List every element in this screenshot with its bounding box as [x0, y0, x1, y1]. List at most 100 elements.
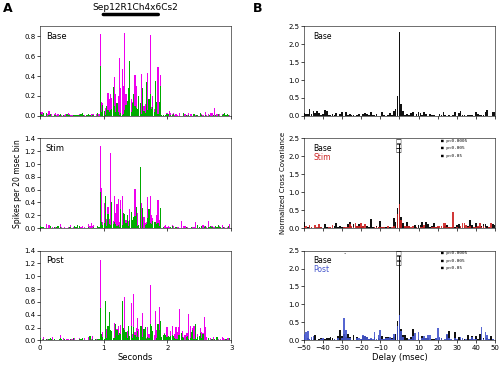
Bar — [360, 339, 362, 340]
Bar — [427, 335, 429, 340]
Bar — [170, 331, 172, 340]
Bar — [404, 115, 406, 116]
Bar — [426, 222, 427, 228]
Bar — [372, 115, 374, 116]
Bar — [68, 227, 69, 228]
Bar — [406, 114, 408, 116]
Bar — [303, 113, 304, 116]
Bar — [219, 226, 220, 228]
Bar — [424, 224, 425, 228]
Bar — [307, 338, 308, 340]
Bar — [106, 226, 108, 228]
Bar — [368, 339, 370, 340]
Bar — [158, 307, 160, 340]
Bar — [349, 338, 350, 340]
Bar — [452, 212, 454, 228]
Bar — [215, 226, 216, 228]
Bar — [210, 227, 211, 228]
Bar — [176, 339, 178, 340]
Bar — [147, 197, 148, 228]
Bar — [101, 337, 102, 340]
Bar — [194, 331, 196, 340]
Bar — [219, 114, 220, 116]
Bar — [484, 224, 486, 228]
Bar — [416, 227, 418, 228]
Bar — [219, 227, 220, 228]
Bar — [420, 227, 422, 228]
Text: ■ p<0.0005: ■ p<0.0005 — [442, 251, 468, 255]
Bar — [150, 223, 151, 228]
Bar — [222, 115, 223, 116]
Bar — [435, 227, 436, 228]
Bar — [112, 87, 114, 116]
Bar — [479, 223, 480, 228]
Text: Post: Post — [314, 265, 330, 274]
Bar — [133, 294, 134, 340]
Bar — [308, 339, 310, 340]
Bar — [129, 61, 130, 116]
Bar — [303, 223, 304, 228]
Bar — [52, 337, 54, 340]
Bar — [46, 339, 47, 340]
Bar — [433, 227, 434, 228]
Bar — [414, 333, 416, 340]
Bar — [119, 333, 120, 340]
Bar — [345, 330, 346, 340]
Bar — [402, 337, 404, 340]
Bar — [201, 227, 202, 228]
Bar — [362, 336, 364, 340]
Bar — [471, 226, 473, 228]
Bar — [444, 226, 446, 228]
Bar — [42, 112, 43, 116]
Bar — [486, 335, 488, 340]
Bar — [124, 214, 126, 228]
Bar — [156, 224, 158, 228]
Bar — [482, 114, 484, 116]
Bar — [389, 113, 390, 116]
Bar — [332, 225, 334, 228]
Bar — [82, 226, 83, 228]
Bar — [330, 115, 332, 116]
Bar — [354, 223, 356, 228]
Bar — [76, 225, 78, 228]
Bar — [326, 227, 328, 228]
Bar — [393, 226, 394, 228]
Text: ■ p<0.005: ■ p<0.005 — [442, 147, 465, 150]
Bar — [382, 112, 383, 116]
Bar — [456, 227, 458, 228]
Bar — [230, 115, 232, 116]
Bar — [194, 115, 196, 116]
Bar — [202, 224, 203, 228]
Bar — [144, 113, 146, 116]
Bar — [360, 339, 362, 340]
Bar — [384, 339, 385, 340]
Bar — [150, 324, 151, 340]
Bar — [79, 227, 80, 228]
Bar — [223, 115, 224, 116]
Bar — [356, 338, 358, 340]
Bar — [100, 308, 101, 340]
Bar — [194, 223, 196, 228]
Bar — [126, 101, 128, 116]
Bar — [214, 108, 215, 116]
Bar — [408, 226, 410, 228]
Bar — [124, 220, 126, 228]
Bar — [326, 227, 328, 228]
Bar — [440, 114, 442, 116]
Bar — [69, 115, 70, 116]
Bar — [74, 226, 75, 228]
Bar — [351, 226, 352, 228]
Bar — [435, 338, 436, 340]
Bar — [134, 335, 136, 340]
Bar — [378, 227, 379, 228]
Bar — [366, 226, 368, 228]
Bar — [391, 339, 392, 340]
Bar — [116, 330, 117, 340]
Bar — [184, 114, 186, 116]
Bar — [123, 114, 124, 116]
Bar — [124, 297, 126, 340]
Bar — [440, 226, 442, 228]
Bar — [97, 114, 98, 116]
Bar — [166, 327, 168, 340]
Bar — [220, 227, 222, 228]
